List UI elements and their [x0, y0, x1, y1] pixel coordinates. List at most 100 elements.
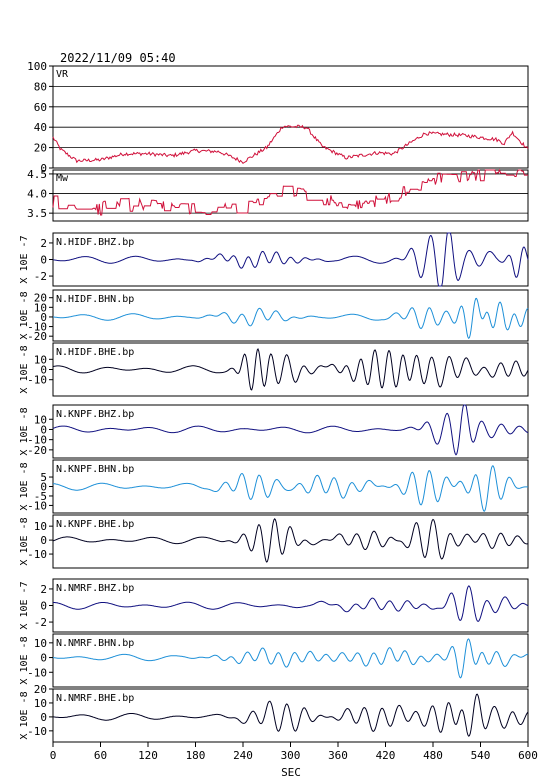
panel-mw-label: Mw	[56, 173, 69, 184]
trace-n-nmrf-bhn-bp-ytick-label: 0	[40, 652, 47, 665]
trace-n-knpf-bhn-bp-ytick-label: 5	[40, 471, 47, 484]
trace-n-knpf-bhz-bp-label: N.KNPF.BHZ.bp	[56, 409, 134, 420]
x-tick-label: 360	[328, 749, 348, 762]
trace-n-nmrf-bhz-bp-label: N.NMRF.BHZ.bp	[56, 583, 134, 594]
trace-n-knpf-bhz-bp-frame	[52, 404, 529, 459]
x-tick-label: 0	[50, 749, 57, 762]
trace-n-nmrf-bhn-bp-waveform	[52, 638, 529, 679]
trace-n-nmrf-bhn-bp-ytick-label: -10	[27, 666, 47, 679]
trace-n-nmrf-bhn-bp-scale-note: X 10E -8	[19, 636, 30, 684]
trace-n-hidf-bhn-bp-ytick-label: -10	[27, 321, 47, 334]
x-tick-label: 60	[94, 749, 107, 762]
panel-mw-ytick-label: 3.5	[27, 207, 47, 220]
trace-n-knpf-bhz-bp-ytick-label: -20	[27, 444, 47, 457]
trace-n-hidf-bhz-bp: 2 0 -2 N.HIDF.BHZ.bp X 10E -7	[19, 232, 529, 287]
x-axis: 0 60 120 180 240 300 360 420 480 540 600	[50, 742, 538, 762]
trace-n-knpf-bhn-bp-label: N.KNPF.BHN.bp	[56, 464, 134, 475]
trace-n-hidf-bhn-bp-frame	[52, 289, 529, 342]
panel-mw: 3.5 4.0 4.5 Mw	[27, 168, 529, 222]
trace-n-nmrf-bhe-bp-ytick-label: 0	[40, 711, 47, 724]
trace-n-hidf-bhz-bp-ytick-label: -2	[34, 270, 47, 283]
trace-n-knpf-bhe-bp-ytick-label: -10	[27, 548, 47, 561]
trace-n-hidf-bhn-bp-waveform	[52, 297, 529, 340]
panel-vr-ytick-label: 100	[27, 60, 47, 73]
timestamp-label: 2022/11/09 05:40	[60, 51, 176, 65]
panel-mw-ytick-label: 4.0	[27, 188, 47, 201]
trace-n-hidf-bhz-bp-ytick-label: 2	[40, 237, 47, 250]
trace-n-nmrf-bhz-bp-waveform	[52, 585, 529, 622]
x-tick-label: 480	[423, 749, 443, 762]
panel-mw-ytick-label: 4.5	[27, 168, 47, 181]
trace-n-nmrf-bhe-bp-waveform	[52, 693, 529, 737]
trace-n-hidf-bhz-bp-scale-note: X 10E -7	[19, 235, 30, 283]
trace-n-knpf-bhe-bp-scale-note: X 10E -8	[19, 517, 30, 565]
panel-vr: 0 20 40 60 80 100 VR	[27, 60, 529, 175]
panel-vr-ytick-label: 40	[34, 121, 47, 134]
x-tick-label: 540	[471, 749, 491, 762]
trace-n-knpf-bhe-bp: 100-10 N.KNPF.BHE.bp X 10E -8	[19, 514, 529, 569]
panel-vr-ytick-label: 20	[34, 142, 47, 155]
trace-n-knpf-bhe-bp-waveform	[52, 517, 529, 563]
panel-mw-frame	[52, 169, 529, 222]
trace-n-nmrf-bhe-bp-ytick-label: -10	[27, 725, 47, 738]
panel-vr-series-line	[52, 124, 529, 164]
x-tick-label: 180	[186, 749, 206, 762]
trace-n-nmrf-bhz-bp-ytick-label: 0	[40, 600, 47, 613]
trace-n-knpf-bhz-bp-scale-note: X 10E -8	[19, 407, 30, 455]
trace-n-hidf-bhz-bp-ytick-label: 0	[40, 254, 47, 267]
x-tick-label: 300	[281, 749, 301, 762]
panel-vr-label: VR	[56, 69, 69, 80]
trace-n-knpf-bhe-bp-ytick-label: 0	[40, 534, 47, 547]
trace-n-knpf-bhn-bp-ytick-label: -10	[27, 499, 47, 512]
trace-n-knpf-bhz-bp-ytick-label: 0	[40, 423, 47, 436]
x-tick-label: 120	[138, 749, 158, 762]
trace-n-nmrf-bhz-bp-ytick-label: -2	[34, 616, 47, 629]
trace-n-hidf-bhn-bp-ytick-label: 20	[34, 292, 47, 305]
trace-n-nmrf-bhe-bp-ytick-label: 20	[34, 683, 47, 696]
trace-n-knpf-bhz-bp-waveform	[52, 404, 529, 456]
panel-vr-ytick-label: 60	[34, 101, 47, 114]
x-tick-label: 420	[376, 749, 396, 762]
trace-n-nmrf-bhn-bp-label: N.NMRF.BHN.bp	[56, 638, 134, 649]
trace-n-hidf-bhe-bp: 100-10 N.HIDF.BHE.bp X 10E -8	[19, 342, 529, 397]
trace-n-hidf-bhz-bp-label: N.HIDF.BHZ.bp	[56, 237, 134, 248]
trace-n-nmrf-bhe-bp-scale-note: X 10E -8	[19, 691, 30, 739]
trace-n-hidf-bhe-bp-ytick-label: 10	[34, 353, 47, 366]
trace-n-hidf-bhz-bp-waveform	[52, 232, 529, 287]
trace-n-hidf-bhn-bp-scale-note: X 10E -8	[19, 291, 30, 339]
trace-n-hidf-bhn-bp-ytick-label: -20	[27, 330, 47, 343]
trace-n-nmrf-bhn-bp-ytick-label: 10	[34, 637, 47, 650]
trace-n-hidf-bhe-bp-ytick-label: -10	[27, 374, 47, 387]
trace-n-nmrf-bhn-bp: 10 0-10 N.NMRF.BHN.bp X 10E -8	[19, 633, 529, 688]
trace-n-hidf-bhe-bp-label: N.HIDF.BHE.bp	[56, 347, 134, 358]
x-tick-label: 240	[233, 749, 253, 762]
trace-n-hidf-bhn-bp-ytick-label: 0	[40, 311, 47, 324]
trace-n-nmrf-bhe-bp-label: N.NMRF.BHE.bp	[56, 693, 134, 704]
x-axis-label: SEC	[281, 766, 301, 779]
trace-n-knpf-bhe-bp-frame	[52, 514, 529, 569]
trace-n-knpf-bhn-bp-scale-note: X 10E -8	[19, 462, 30, 510]
trace-n-hidf-bhe-bp-ytick-label: 0	[40, 364, 47, 377]
trace-n-hidf-bhn-bp-label: N.HIDF.BHN.bp	[56, 294, 134, 305]
trace-n-knpf-bhn-bp-ytick-label: 0	[40, 481, 47, 494]
panel-vr-frame	[52, 65, 529, 169]
x-tick-label: 600	[518, 749, 538, 762]
trace-n-nmrf-bhz-bp-ytick-label: 2	[40, 583, 47, 596]
panel-vr-ytick-label: 0	[40, 162, 47, 175]
trace-n-knpf-bhn-bp-ytick-label: -5	[34, 490, 47, 503]
trace-n-nmrf-bhe-bp-ytick-label: 10	[34, 697, 47, 710]
trace-n-knpf-bhz-bp-ytick-label: -10	[27, 434, 47, 447]
trace-n-hidf-bhe-bp-waveform	[52, 347, 529, 391]
trace-n-hidf-bhe-bp-frame	[52, 342, 529, 397]
trace-n-knpf-bhz-bp-ytick-label: 10	[34, 413, 47, 426]
trace-n-knpf-bhn-bp-waveform	[53, 465, 529, 512]
panel-vr-ytick-label: 80	[34, 80, 47, 93]
trace-n-nmrf-bhz-bp: 2 0 -2 N.NMRF.BHZ.bp X 10E -7	[19, 578, 529, 633]
trace-n-hidf-bhe-bp-scale-note: X 10E -8	[19, 345, 30, 393]
panel-mw-series-line	[52, 168, 528, 216]
trace-n-knpf-bhe-bp-ytick-label: 10	[34, 520, 47, 533]
